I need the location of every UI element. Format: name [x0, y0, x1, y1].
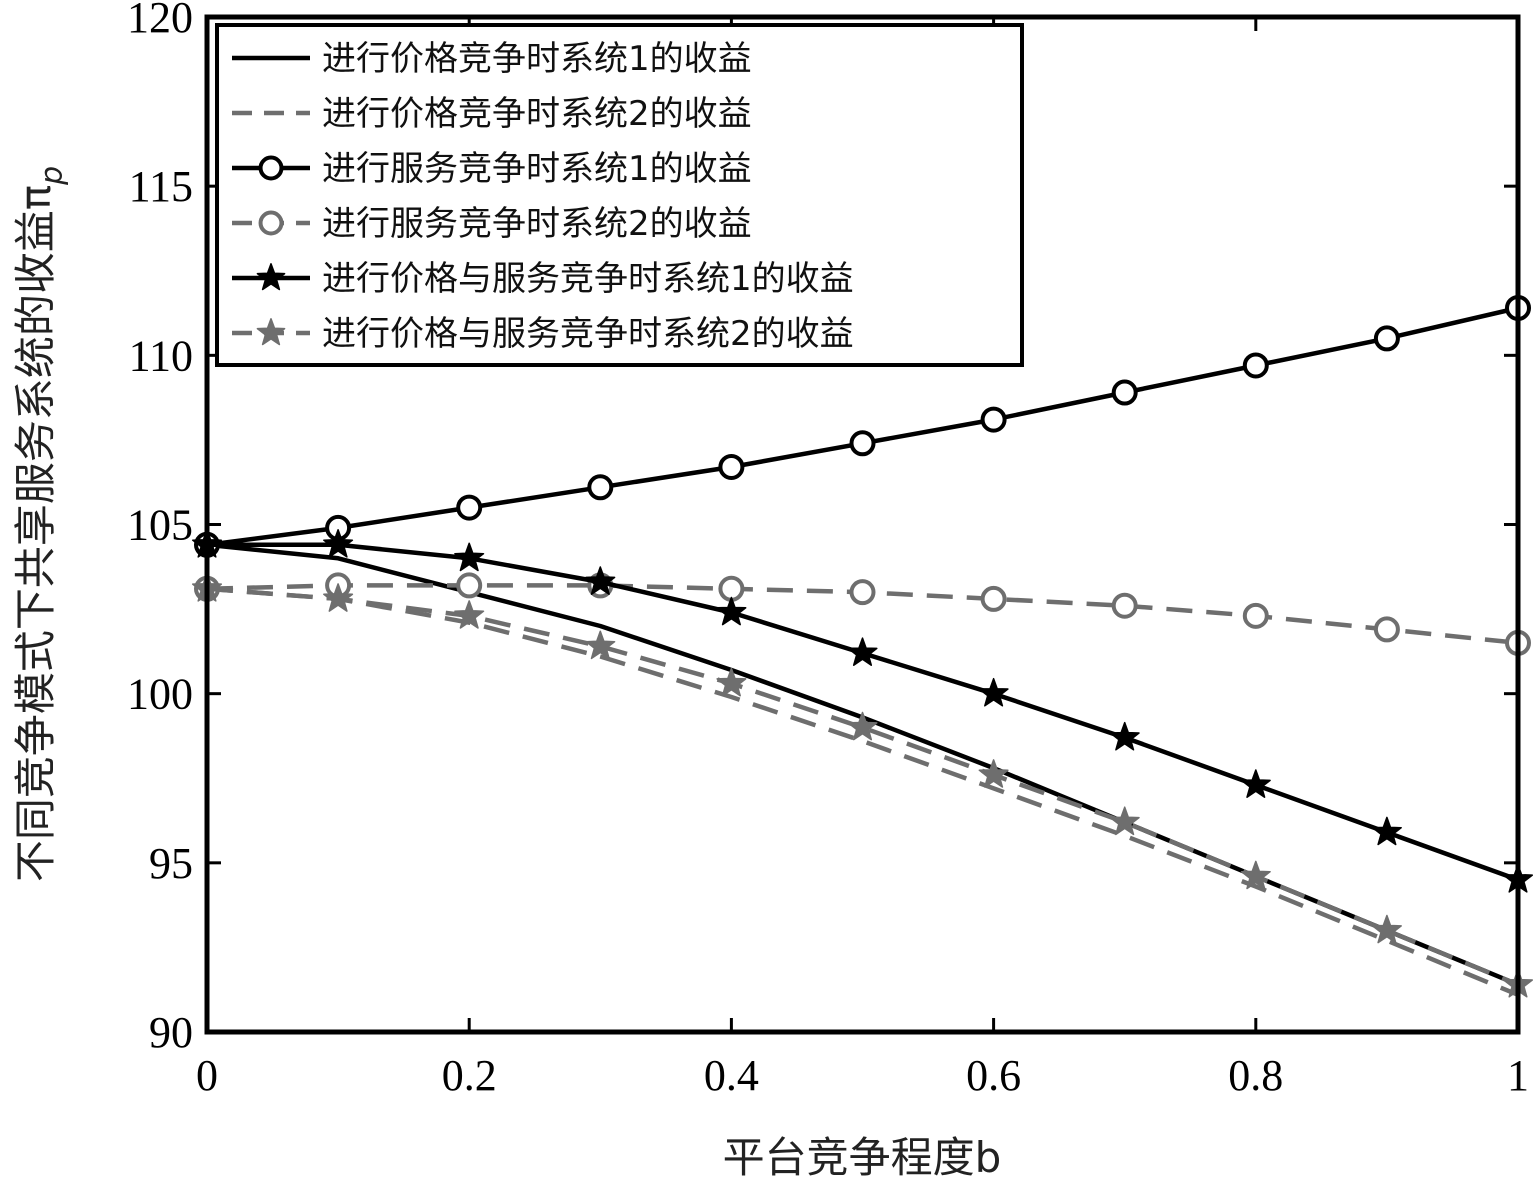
series-3 [194, 294, 1531, 558]
series-5-point-9 [1371, 816, 1402, 846]
x-tick-label-3: 0.6 [966, 1051, 1021, 1100]
series-6-point-9 [1371, 914, 1402, 944]
series-4-point-4 [718, 575, 745, 602]
legend: 进行价格竞争时系统1的收益进行价格竞争时系统2的收益进行服务竞争时系统1的收益进… [215, 23, 1024, 367]
legend-marker-3 [258, 155, 284, 181]
y-tick-label-1: 95 [149, 839, 193, 888]
series-6-point-1 [323, 583, 354, 612]
y-tick-label-5: 115 [129, 162, 193, 211]
series-6-point-7 [1109, 806, 1140, 836]
series-6 [191, 573, 1534, 998]
legend-marker-4 [258, 210, 284, 236]
y-axis-label-subscript: p [35, 166, 70, 186]
series-3-point-5 [849, 430, 876, 457]
legend-item-5: 进行价格与服务竞争时系统1的收益 [232, 259, 854, 299]
x-tick-label-4: 0.8 [1228, 1051, 1283, 1100]
series-5-point-2 [454, 542, 485, 572]
legend-item-4: 进行服务竞争时系统2的收益 [232, 204, 752, 244]
series-3-point-3 [587, 474, 614, 501]
legend-item-3: 进行服务竞争时系统1的收益 [232, 149, 752, 189]
y-tick-label-6: 120 [127, 0, 193, 42]
x-tick-label-5: 1 [1507, 1051, 1529, 1100]
legend-label-6: 进行价格与服务竞争时系统2的收益 [322, 314, 854, 354]
series-5-point-8 [1240, 769, 1271, 798]
legend-label-4: 进行服务竞争时系统2的收益 [322, 204, 752, 244]
y-tick-label-3: 105 [127, 501, 193, 550]
x-tick-label-1: 0.2 [442, 1051, 497, 1100]
legend-item-6: 进行价格与服务竞争时系统2的收益 [232, 314, 854, 354]
legend-marker-5 [256, 263, 286, 291]
y-axis-label-text: 不同竞争模式下共享服务系统的收益πp [11, 166, 70, 882]
series-6-point-2 [454, 600, 485, 629]
series-5-point-6 [978, 677, 1009, 707]
series-6-point-5 [847, 711, 878, 741]
series-5-point-3 [585, 566, 616, 595]
legend-label-2: 进行价格竞争时系统2的收益 [322, 94, 752, 134]
series-4-point-5 [849, 579, 876, 606]
legend-marker-6 [256, 318, 286, 346]
y-tick-label-0: 90 [149, 1008, 193, 1057]
series-3-point-9 [1373, 325, 1400, 352]
series-6-line [206, 586, 1519, 987]
series-6-point-8 [1240, 860, 1271, 890]
series-4-point-6 [980, 585, 1007, 612]
legend-label-5: 进行价格与服务竞争时系统1的收益 [322, 259, 854, 299]
series-6-point-6 [978, 759, 1009, 788]
series-3-point-6 [980, 406, 1007, 433]
series-2 [206, 586, 1519, 997]
series-5-point-5 [847, 637, 878, 666]
legend-item-2: 进行价格竞争时系统2的收益 [232, 94, 752, 134]
x-axis-label: 平台竞争程度b [723, 1133, 1002, 1182]
y-tick-label-2: 100 [127, 670, 193, 719]
series-6-point-4 [716, 667, 747, 697]
series-3-point-8 [1242, 352, 1269, 379]
legend-label-1: 进行价格竞争时系统1的收益 [322, 39, 752, 79]
series-5-point-1 [323, 529, 354, 558]
y-tick-label-4: 110 [129, 331, 193, 380]
y-axis-label: 不同竞争模式下共享服务系统的收益π [11, 185, 60, 882]
series-4-point-9 [1373, 616, 1400, 643]
series-3-point-7 [1111, 379, 1138, 406]
series-layer [191, 294, 1534, 998]
series-2-line [206, 586, 1519, 997]
legend-label-3: 进行服务竞争时系统1的收益 [322, 149, 752, 189]
series-4-point-7 [1111, 592, 1138, 619]
series-3-point-2 [456, 494, 483, 521]
x-tick-label-0: 0 [196, 1051, 218, 1100]
series-5-point-4 [716, 596, 747, 626]
series-6-point-3 [585, 630, 616, 660]
series-3-point-4 [718, 453, 745, 480]
legend-item-1: 进行价格竞争时系统1的收益 [232, 39, 752, 79]
series-5-point-7 [1109, 721, 1140, 751]
series-1-line [206, 542, 1519, 987]
ticks-layer: 0 0.2 0.4 0.6 0.8 1 90 95 100 105 110 115 120 [127, 0, 1529, 1100]
legend-box [215, 23, 1024, 367]
series-4-point-8 [1242, 602, 1269, 629]
series-4-point-2 [456, 572, 483, 599]
x-tick-label-2: 0.4 [704, 1051, 759, 1100]
series-1 [206, 542, 1519, 987]
